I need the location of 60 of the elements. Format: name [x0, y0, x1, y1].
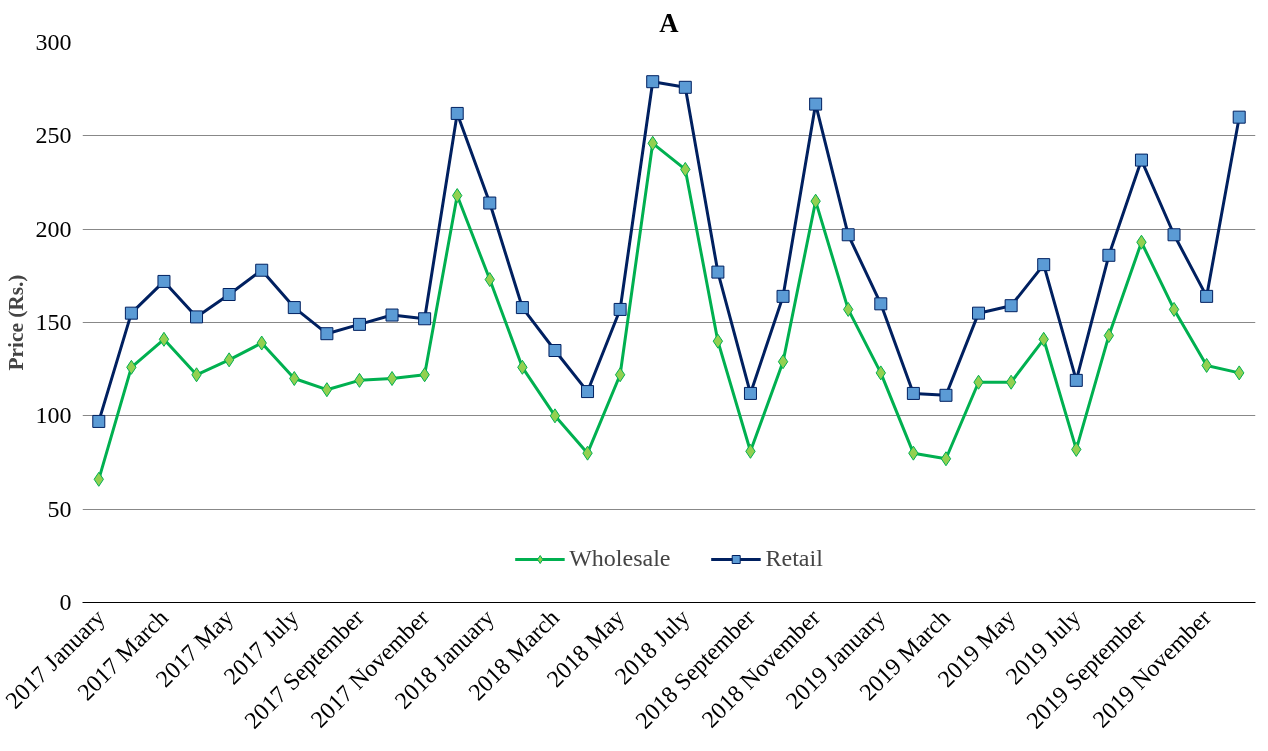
point — [1004, 299, 1018, 313]
point — [743, 386, 757, 400]
point — [1069, 373, 1083, 387]
y-tick-label: 200 — [35, 215, 72, 242]
point — [940, 451, 952, 467]
point — [255, 263, 269, 277]
point — [776, 289, 790, 303]
point — [222, 288, 236, 301]
point — [809, 97, 823, 111]
point — [483, 196, 497, 210]
point — [158, 331, 170, 347]
point — [385, 308, 399, 322]
y-tick-label: 250 — [35, 122, 72, 149]
legend-label: Retail — [765, 545, 823, 572]
point — [287, 301, 301, 315]
point — [321, 382, 333, 398]
point — [289, 371, 300, 386]
point — [1200, 289, 1214, 303]
point — [92, 414, 106, 428]
point — [1167, 228, 1181, 242]
y-tick-label: 150 — [35, 309, 72, 335]
point — [157, 274, 171, 288]
point — [1103, 328, 1115, 344]
point — [515, 301, 529, 315]
point — [418, 312, 432, 326]
point — [678, 80, 692, 94]
point — [581, 385, 595, 399]
chart-title: A — [659, 7, 680, 38]
y-axis-title: Price (Rs.) — [3, 274, 28, 371]
point — [386, 371, 398, 386]
point — [1102, 248, 1116, 262]
point — [1005, 374, 1017, 390]
y-tick-label: 100 — [35, 402, 72, 429]
point — [320, 327, 334, 341]
point — [1232, 110, 1246, 124]
point — [549, 408, 561, 424]
point — [223, 352, 235, 368]
point — [939, 388, 953, 402]
point — [906, 386, 920, 400]
y-tick-label: 0 — [59, 589, 72, 615]
point — [1134, 153, 1148, 167]
point — [124, 306, 138, 320]
point — [450, 106, 464, 120]
legend-label: Wholesale — [569, 545, 671, 572]
point — [646, 75, 660, 89]
point — [352, 317, 366, 331]
point — [777, 354, 789, 370]
point — [1037, 258, 1051, 272]
point — [1168, 301, 1180, 317]
point — [614, 367, 626, 383]
point — [841, 228, 855, 242]
point — [190, 310, 204, 324]
point — [711, 265, 725, 279]
point — [712, 333, 724, 349]
y-tick-label: 50 — [47, 495, 72, 522]
y-tick-label: 300 — [35, 29, 72, 55]
point — [548, 344, 562, 357]
point — [874, 297, 888, 311]
point — [972, 306, 986, 320]
point — [613, 302, 627, 316]
